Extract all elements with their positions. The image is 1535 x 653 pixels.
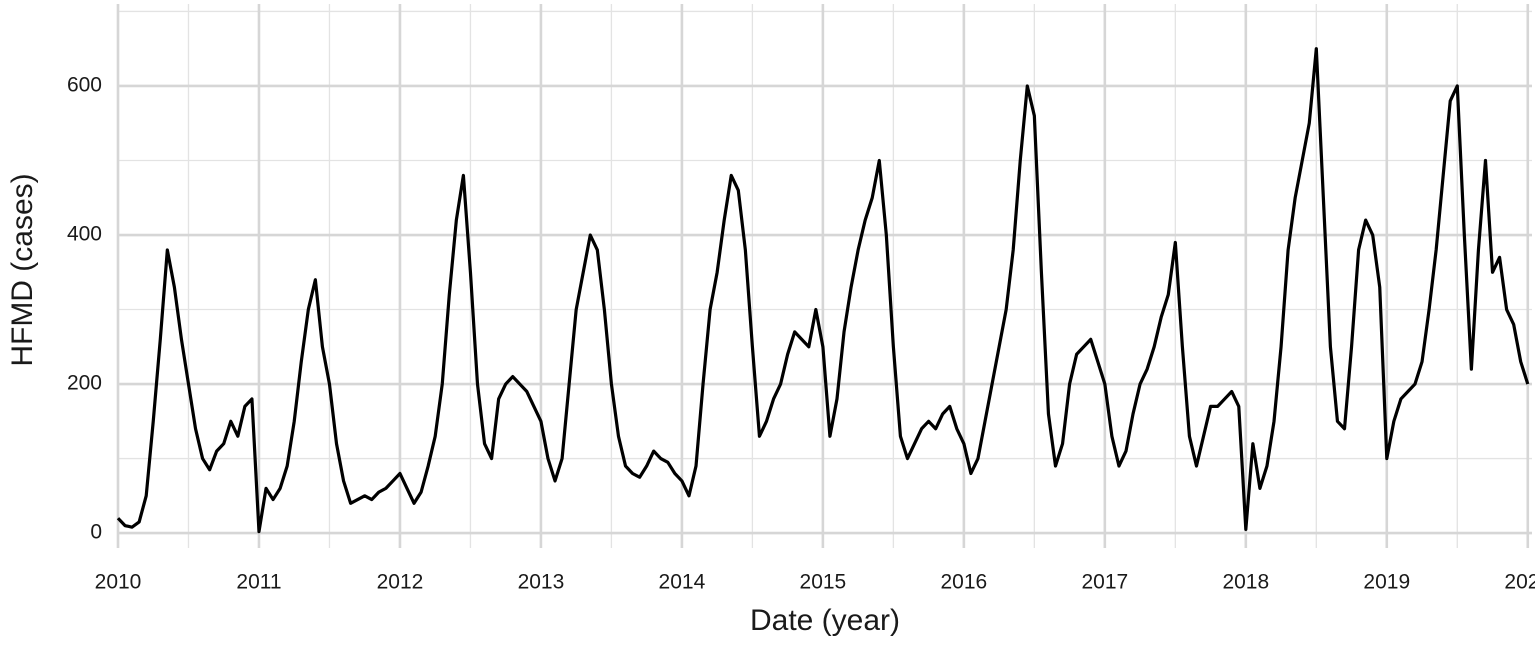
y-axis-title: HFMD (cases) [6, 173, 39, 366]
x-axis-title: Date (year) [750, 604, 900, 637]
grid [116, 4, 1532, 548]
data-line [116, 47, 1530, 534]
x-tick-label: 2010 [95, 571, 142, 594]
x-tick-label: 2016 [941, 571, 988, 594]
x-tick-label: 2019 [1363, 571, 1410, 594]
x-tick-label: 2012 [377, 571, 424, 594]
plot-area [116, 47, 1530, 534]
y-tick-label: 200 [67, 372, 102, 395]
x-tick-label: 2017 [1081, 571, 1128, 594]
y-tick-label: 600 [67, 74, 102, 97]
x-tick-label: 2018 [1222, 571, 1269, 594]
x-tick-label: 2011 [236, 571, 281, 594]
y-tick-label: 400 [67, 223, 102, 246]
x-tick-label: 2015 [800, 571, 847, 594]
x-tick-label: 2014 [659, 571, 706, 594]
x-tick-label: 2013 [518, 571, 565, 594]
y-tick-label: 0 [90, 521, 102, 544]
labels: 2010 2011 2012 2013 2014 2015 2016 2017 2018 2019… [67, 74, 1535, 594]
